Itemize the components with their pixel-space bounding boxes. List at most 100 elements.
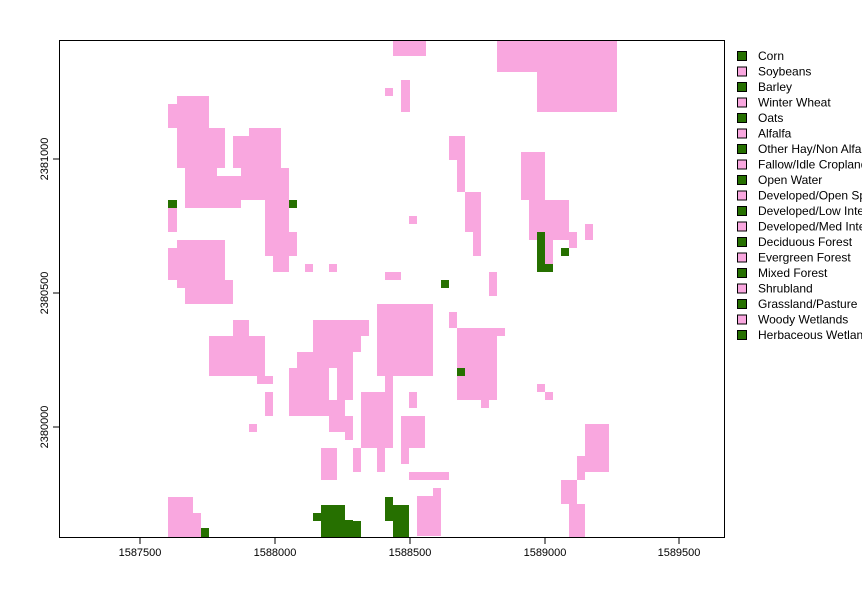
raster-patch-soybeans bbox=[473, 232, 481, 256]
raster-patch-corn bbox=[329, 520, 353, 537]
y-tick-label: 2380500 bbox=[39, 272, 51, 315]
legend-swatch bbox=[737, 221, 747, 232]
legend-swatch bbox=[737, 113, 747, 123]
legend-swatch bbox=[737, 51, 747, 61]
raster-patch-corn bbox=[385, 497, 393, 521]
legend-label: Mixed Forest bbox=[758, 266, 828, 280]
legend-swatch bbox=[737, 190, 747, 201]
legend-label: Developed/Open Space bbox=[758, 189, 862, 203]
legend-label: Barley bbox=[758, 80, 792, 94]
raster-patch-soybeans bbox=[529, 200, 569, 240]
legend-item: Grassland/Pasture bbox=[737, 297, 858, 311]
raster-patch-soybeans bbox=[273, 256, 289, 272]
legend-swatch bbox=[737, 299, 747, 309]
raster-patch-soybeans bbox=[377, 304, 433, 376]
legend-label: Alfalfa bbox=[758, 127, 792, 141]
raster-patch-soybeans bbox=[401, 448, 409, 464]
raster-patch-soybeans bbox=[449, 312, 457, 328]
legend-label: Winter Wheat bbox=[758, 96, 831, 110]
x-tick-label: 1589500 bbox=[658, 547, 701, 559]
raster-patch-soybeans bbox=[233, 320, 249, 336]
raster-patch-soybeans bbox=[401, 416, 425, 448]
y-axis: 2380000 2380500 2381000 bbox=[39, 138, 60, 449]
legend-item: Developed/Low Intensity bbox=[737, 204, 862, 218]
land-cover-raster bbox=[168, 40, 617, 537]
legend-item: Open Water bbox=[737, 173, 822, 187]
legend-item: Oats bbox=[737, 111, 783, 125]
raster-patch-soybeans bbox=[193, 513, 201, 537]
legend-swatch bbox=[737, 175, 747, 185]
legend-label: Soybeans bbox=[758, 65, 811, 79]
legend-item: Soybeans bbox=[737, 65, 811, 79]
legend-swatch bbox=[737, 314, 747, 325]
raster-patch-soybeans bbox=[409, 392, 417, 408]
legend-swatch bbox=[737, 82, 747, 92]
x-tick-label: 1589000 bbox=[524, 547, 567, 559]
raster-patch-soybeans bbox=[209, 280, 233, 304]
raster-patch-soybeans bbox=[489, 336, 497, 344]
raster-patch-soybeans bbox=[329, 264, 337, 272]
raster-patch-soybeans bbox=[545, 240, 553, 272]
raster-patch-soybeans bbox=[289, 368, 329, 416]
raster-patch-soybeans bbox=[168, 497, 193, 537]
legend-swatch bbox=[737, 237, 747, 247]
legend-item: Evergreen Forest bbox=[737, 251, 851, 265]
legend-label: Open Water bbox=[758, 173, 822, 187]
raster-patch-soybeans bbox=[481, 392, 489, 408]
raster-patch-soybeans bbox=[497, 328, 505, 336]
legend-swatch bbox=[737, 66, 747, 77]
raster-patch-soybeans bbox=[537, 72, 617, 112]
legend-label: Oats bbox=[758, 111, 783, 125]
raster-patch-corn bbox=[289, 200, 297, 208]
raster-patch-corn bbox=[545, 264, 553, 272]
raster-patch-soybeans bbox=[361, 392, 393, 448]
legend-item: Barley bbox=[737, 80, 792, 94]
plot-frame bbox=[59, 40, 725, 538]
raster-patch-soybeans bbox=[241, 168, 289, 200]
raster-patch-soybeans bbox=[545, 392, 553, 400]
legend-item: Mixed Forest bbox=[737, 266, 828, 280]
legend-label: Developed/Low Intensity bbox=[758, 204, 862, 218]
raster-patch-soybeans bbox=[585, 224, 593, 240]
raster-patch-soybeans bbox=[521, 152, 545, 200]
raster-patch-soybeans bbox=[289, 240, 297, 256]
x-axis: 1587500 1588000 1588500 1589000 1589500 bbox=[119, 537, 701, 559]
raster-patch-soybeans bbox=[265, 392, 273, 416]
raster-patch-corn bbox=[457, 368, 465, 376]
legend-item: Other Hay/Non Alfalfa bbox=[737, 142, 862, 156]
legend-item: Winter Wheat bbox=[737, 96, 831, 110]
legend-label: Deciduous Forest bbox=[758, 235, 853, 249]
y-tick-label: 2380000 bbox=[39, 406, 51, 449]
legend-label: Shrubland bbox=[758, 282, 813, 296]
legend-label: Woody Wetlands bbox=[758, 313, 848, 327]
raster-patch-soybeans bbox=[257, 376, 273, 384]
legend-item: Alfalfa bbox=[737, 127, 792, 141]
legend-label: Evergreen Forest bbox=[758, 251, 851, 265]
raster-patch-soybeans bbox=[168, 104, 177, 128]
raster-patch-corn bbox=[441, 280, 449, 288]
legend-swatch bbox=[737, 144, 747, 154]
raster-patch-soybeans bbox=[457, 160, 465, 192]
legend-label: Other Hay/Non Alfalfa bbox=[758, 142, 862, 156]
raster-patch-soybeans bbox=[585, 424, 609, 472]
raster-patch-soybeans bbox=[321, 352, 353, 368]
raster-patch-soybeans bbox=[465, 192, 481, 232]
raster-patch-soybeans bbox=[561, 480, 577, 504]
y-tick-label: 2381000 bbox=[39, 138, 51, 181]
raster-patch-soybeans bbox=[168, 208, 177, 232]
raster-patch-soybeans bbox=[489, 272, 497, 296]
legend-label: Grassland/Pasture bbox=[758, 297, 858, 311]
legend-label: Corn bbox=[758, 49, 784, 63]
raster-patch-soybeans bbox=[249, 424, 257, 432]
raster-patch-soybeans bbox=[569, 504, 585, 537]
raster-patch-soybeans bbox=[329, 400, 345, 432]
legend-swatch bbox=[737, 159, 747, 170]
raster-patch-soybeans bbox=[177, 96, 209, 128]
raster-patch-soybeans bbox=[377, 448, 385, 472]
x-tick-label: 1588000 bbox=[254, 547, 297, 559]
legend-item: Corn bbox=[737, 49, 784, 63]
legend-item: Woody Wetlands bbox=[737, 313, 848, 327]
raster-patch-soybeans bbox=[168, 248, 177, 280]
